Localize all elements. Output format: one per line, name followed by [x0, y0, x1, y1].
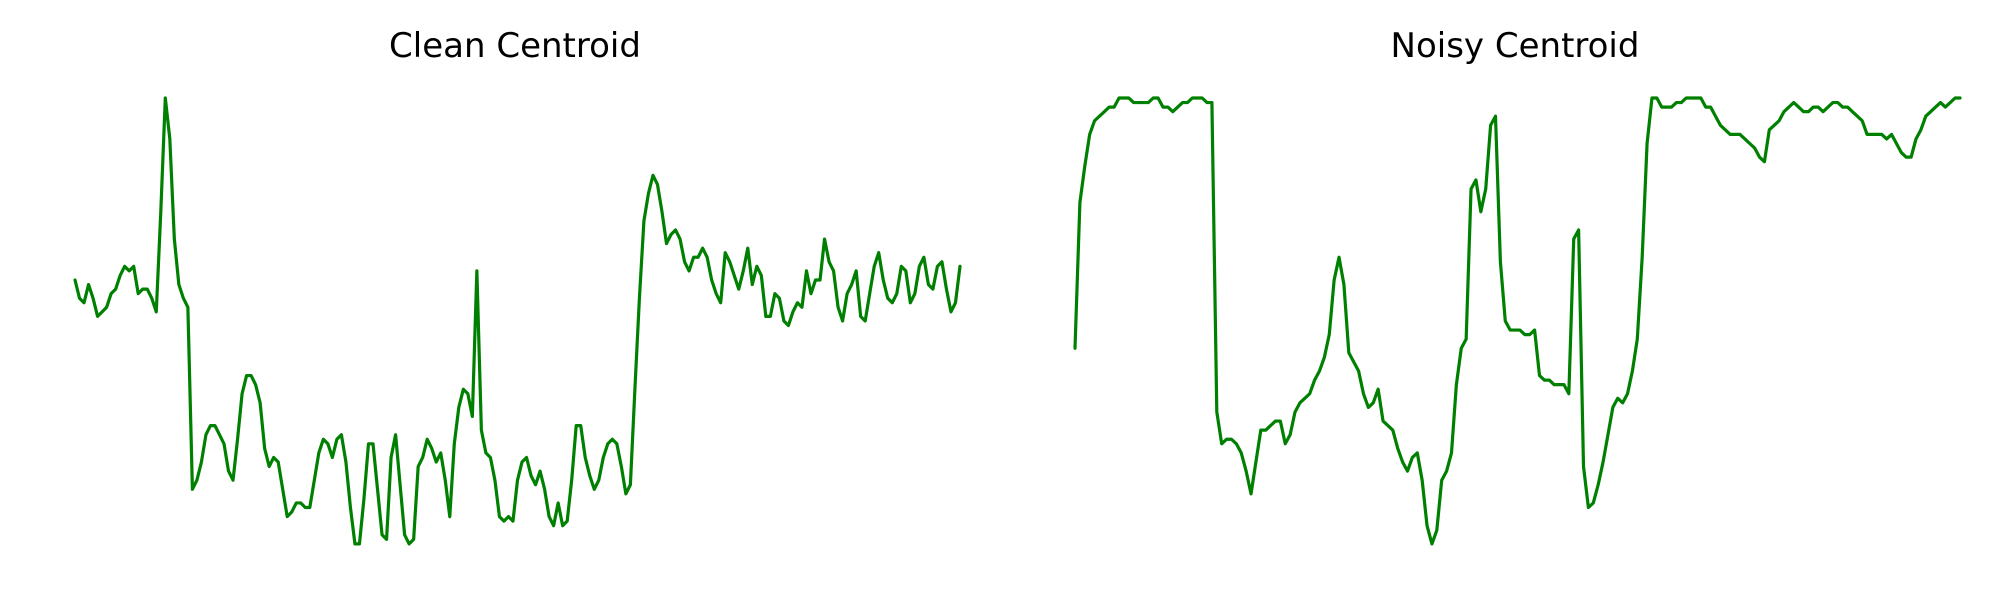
series-line-clean-centroid [73, 96, 962, 546]
chart-title: Clean Centroid [389, 26, 641, 66]
series-line-noisy-centroid [1073, 96, 1962, 546]
chart-panel-noisy: Noisy Centroid [1073, 26, 1962, 546]
chart-panel-clean: Clean Centroid [73, 26, 962, 546]
chart-title: Noisy Centroid [1391, 26, 1640, 66]
